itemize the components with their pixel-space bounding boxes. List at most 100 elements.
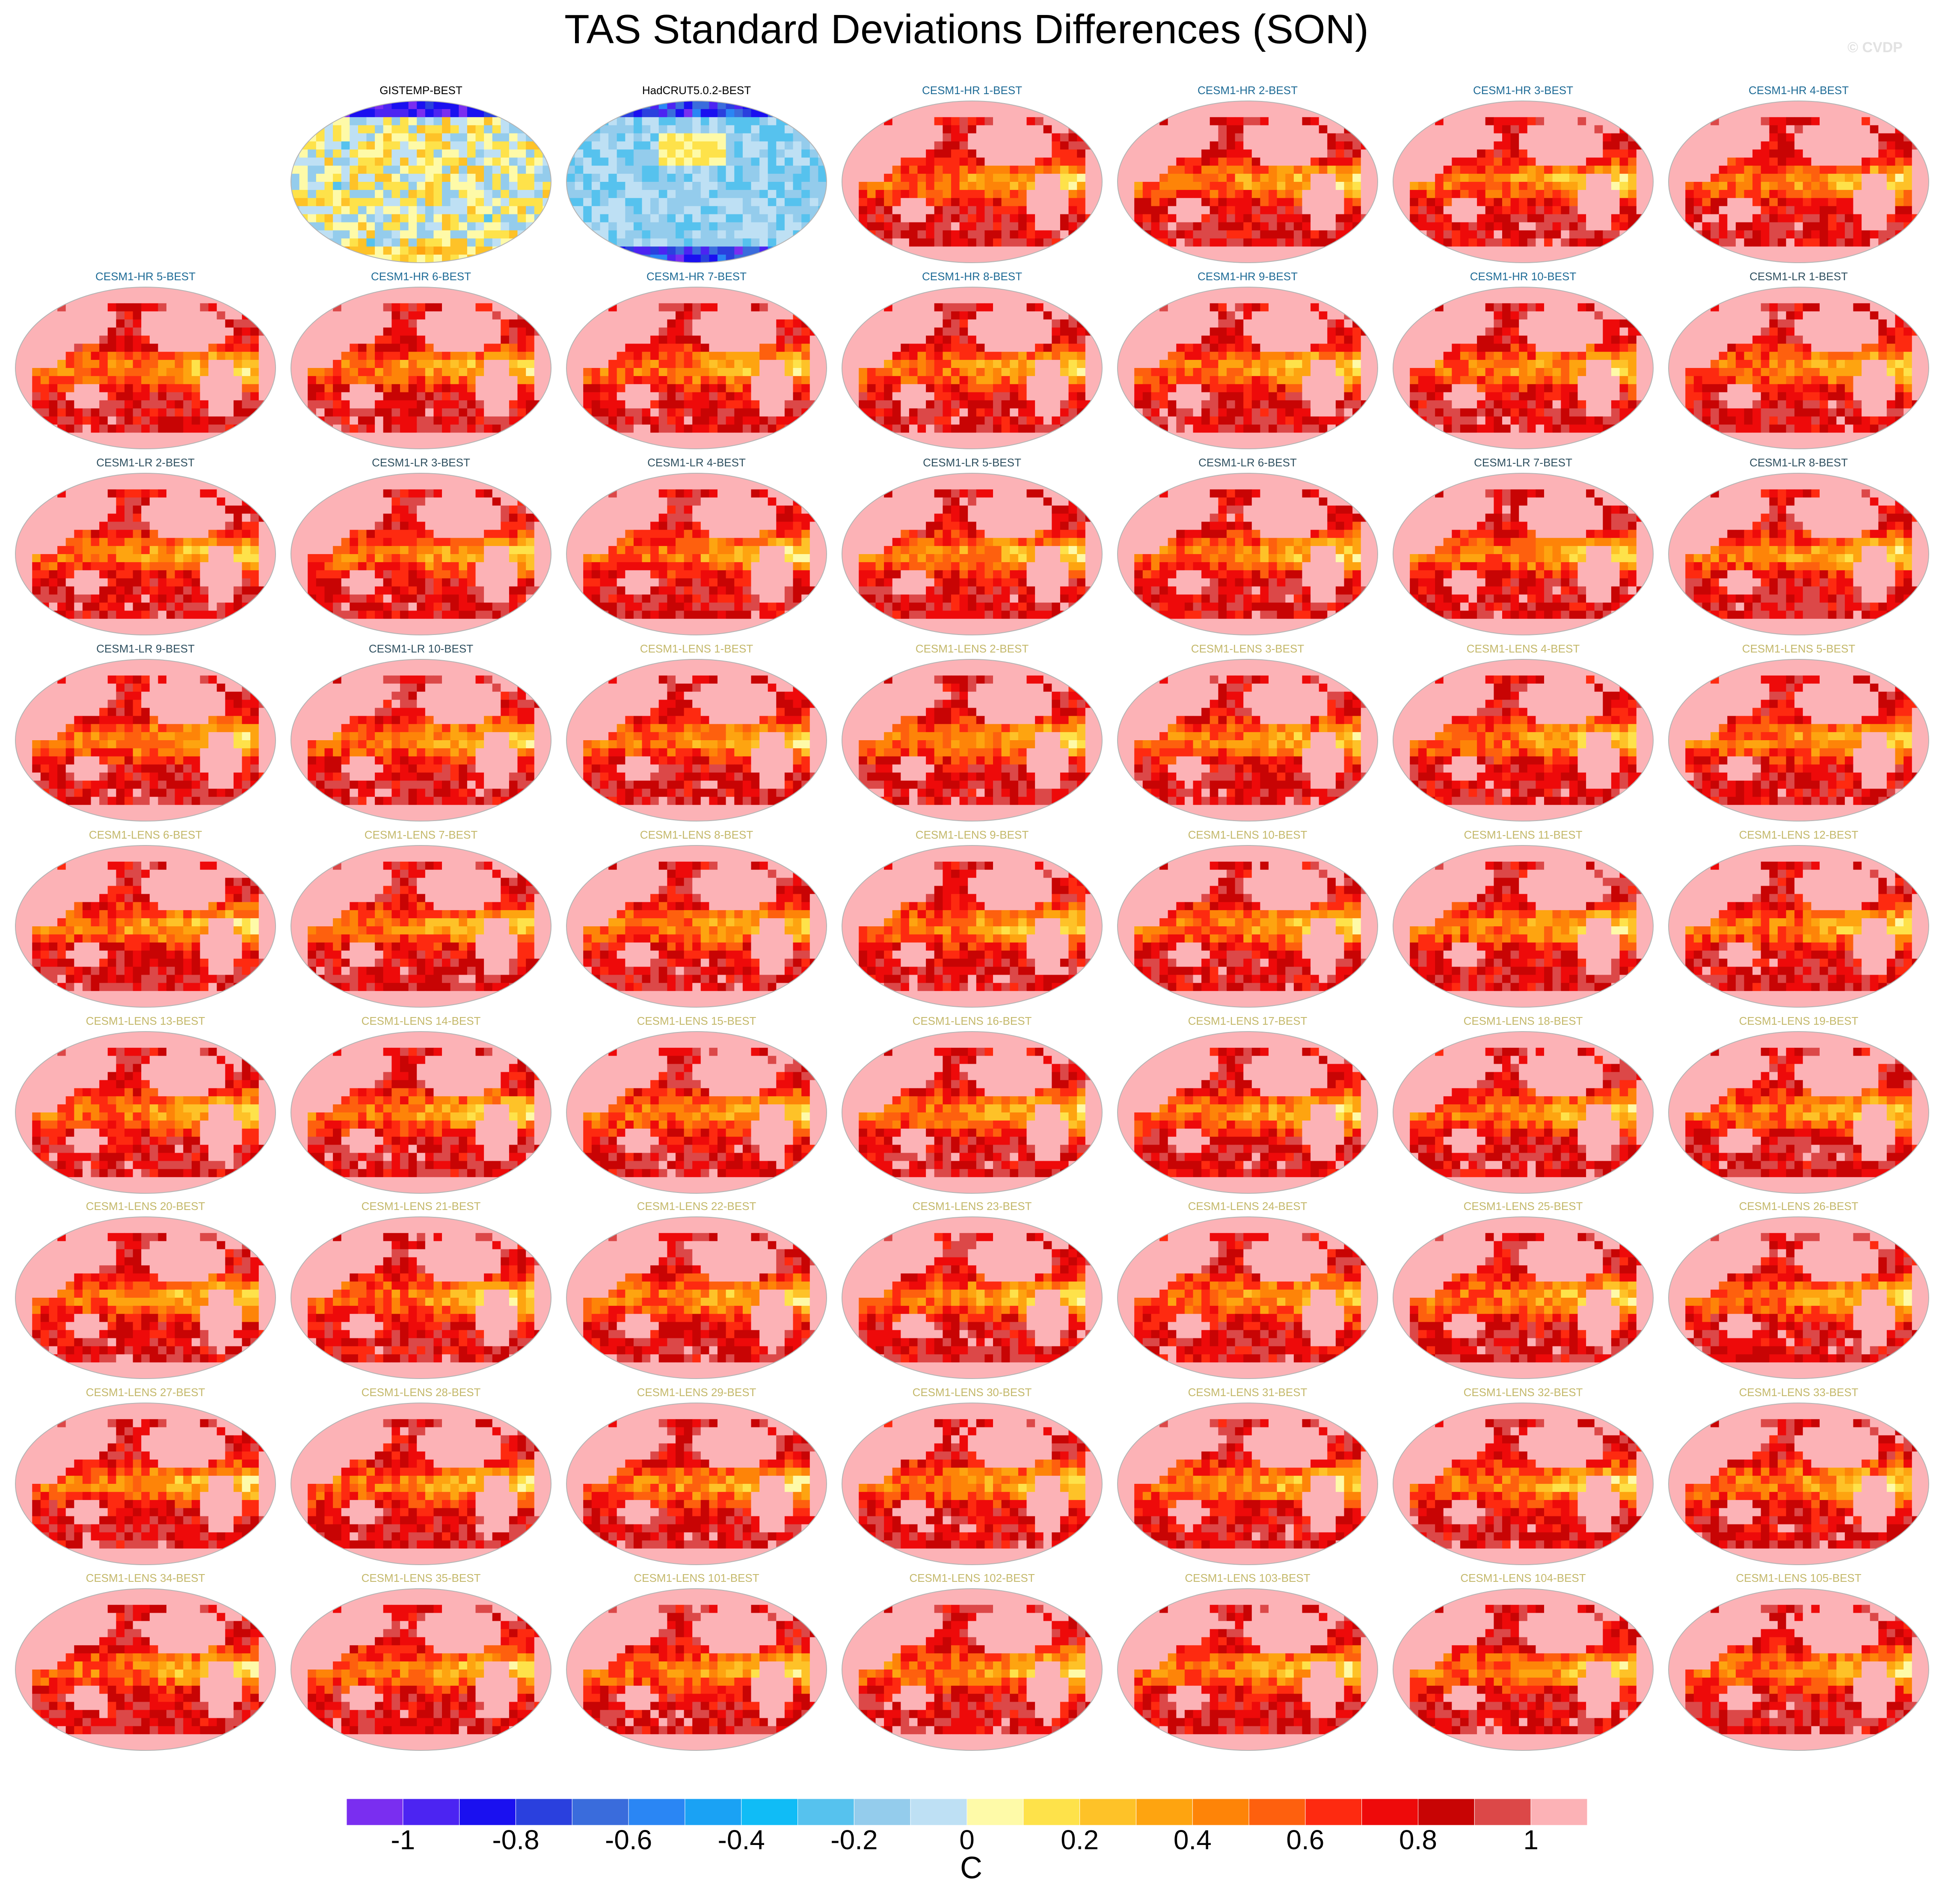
map-cell (875, 182, 884, 190)
map-cell (984, 222, 993, 231)
map-cell (1094, 255, 1102, 263)
map-cell (233, 335, 243, 344)
map-cell (383, 303, 392, 312)
map-cell (1828, 141, 1837, 150)
map-cell (450, 441, 459, 449)
map-cell (1693, 101, 1702, 110)
map-cell (1210, 222, 1219, 231)
map-cell (133, 400, 142, 409)
map-cell (200, 303, 209, 312)
map-cell (267, 416, 276, 425)
map-cell (1685, 230, 1694, 239)
map-cell (1886, 174, 1896, 182)
map-cell (667, 166, 676, 174)
map-cell (450, 206, 459, 215)
map-cell (517, 149, 526, 158)
map-cell (459, 335, 468, 344)
map-cell (149, 360, 158, 368)
map-cell (1544, 166, 1553, 174)
map-cell (1794, 149, 1803, 158)
map-cell (341, 408, 350, 417)
map-cell (625, 238, 634, 247)
map-cell (324, 230, 333, 239)
map-cell (141, 384, 150, 393)
map-cell (1426, 174, 1435, 182)
map-cell (892, 157, 901, 166)
map-cell (242, 327, 251, 336)
map-cell (984, 246, 993, 255)
map-cell (1519, 206, 1528, 215)
map-cell (850, 117, 859, 126)
map-cell (291, 222, 300, 231)
map-cell (1586, 157, 1595, 166)
map-cell (291, 319, 300, 328)
map-cell (216, 327, 225, 336)
map-cell (1820, 109, 1829, 118)
map-cell (517, 295, 526, 304)
map-cell (968, 255, 977, 263)
map-cell (417, 295, 426, 304)
map-cell (1485, 206, 1494, 215)
map-cell (258, 424, 267, 433)
map-cell (526, 352, 535, 360)
map-cell (350, 190, 359, 199)
map-cell (1401, 246, 1410, 255)
map-cell (1468, 125, 1477, 134)
map-cell (1452, 133, 1461, 142)
map-cell (375, 360, 384, 368)
map-cell (809, 157, 818, 166)
map-cell (534, 384, 543, 393)
map-cell (676, 117, 685, 126)
map-cell (776, 182, 785, 190)
map-cell (1159, 157, 1168, 166)
map-cell (1628, 206, 1637, 215)
map-cell (1068, 125, 1077, 134)
map-cell (1844, 246, 1854, 255)
map-cell (809, 198, 818, 207)
map-cell (32, 376, 41, 385)
map-cell (1068, 101, 1077, 110)
map-cell (1235, 222, 1244, 231)
map-cell (308, 287, 317, 296)
map-cell (1862, 230, 1871, 239)
map-cell (1426, 166, 1435, 174)
map-cell (459, 384, 468, 393)
map-cell (391, 424, 400, 433)
map-cell (993, 174, 1002, 182)
map-cell (768, 214, 777, 223)
map-cell (299, 303, 308, 312)
map-cell (1085, 149, 1094, 158)
map-cell (1142, 109, 1151, 118)
map-cell (575, 117, 584, 126)
map-cell (1043, 166, 1052, 174)
map-cell (24, 376, 33, 385)
map-cell (375, 311, 384, 320)
map-cell (850, 230, 859, 239)
map-cell (709, 246, 718, 255)
map-cell (459, 303, 468, 312)
map-cell (1085, 198, 1094, 207)
map-cell (909, 125, 918, 134)
map-cell (726, 166, 735, 174)
map-cell (324, 206, 333, 215)
map-cell (233, 384, 243, 393)
map-cell (125, 400, 133, 409)
map-cell (751, 214, 760, 223)
map-cell (1719, 174, 1728, 182)
map-cell (484, 311, 493, 320)
map-cell (1235, 133, 1244, 142)
map-cell (375, 368, 384, 377)
map-cell (776, 174, 785, 182)
map-cell (1811, 174, 1820, 182)
map-cell (1693, 214, 1702, 223)
map-cell (1569, 149, 1578, 158)
map-cell (450, 376, 459, 385)
map-cell (1151, 230, 1160, 239)
map-cell (1702, 125, 1711, 134)
map-cell (417, 230, 426, 239)
map-cell (1577, 198, 1586, 207)
map-cell (1319, 149, 1328, 158)
map-cell (1193, 157, 1202, 166)
map-cell (801, 255, 810, 263)
map-cell (1628, 166, 1637, 174)
